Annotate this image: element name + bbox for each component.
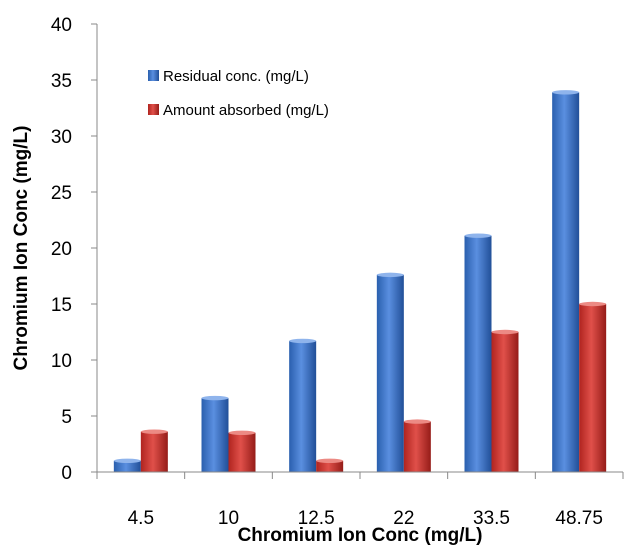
- legend-label-absorbed: Amount absorbed (mg/L): [163, 102, 329, 119]
- y-tick-label: 15: [51, 295, 72, 316]
- y-tick-label: 30: [51, 127, 72, 148]
- x-tick-label: 12.5: [298, 508, 335, 529]
- bar-absorbed-22: [403, 421, 431, 472]
- bar-residual-33_5: [464, 235, 492, 472]
- bars: [113, 90, 607, 472]
- bar-absorbed-4_5: [140, 431, 168, 472]
- bar-residual-22: [376, 274, 404, 472]
- legend-swatch-absorbed: [148, 104, 159, 115]
- bar-absorbed-12_5: [316, 460, 344, 472]
- bar-residual-10: [201, 398, 229, 472]
- bar-cap-residual-33_5: [464, 233, 492, 238]
- y-tick-label: 25: [51, 183, 72, 204]
- y-tick-label: 10: [51, 351, 72, 372]
- bar-residual-12_5: [289, 340, 317, 472]
- bar-cap-residual-10: [201, 395, 229, 401]
- bar-cap-absorbed-22: [403, 419, 431, 424]
- bar-absorbed-48_75: [579, 304, 607, 472]
- bar-absorbed-10: [228, 432, 256, 472]
- bar-absorbed-33_5: [491, 332, 519, 472]
- x-tick-label: 22: [393, 508, 414, 529]
- bar-cap-absorbed-10: [228, 430, 256, 435]
- y-tick-label: 35: [51, 71, 72, 92]
- x-tick-label: 4.5: [128, 508, 154, 529]
- legend-swatch-residual: [148, 70, 159, 81]
- x-tick-label: 48.75: [555, 508, 603, 529]
- legend: Residual conc. (mg/L) Amount absorbed (m…: [148, 68, 329, 119]
- x-axis-ticks: 4.5 10 12.5 22 33.5 48.75: [96, 472, 624, 529]
- x-tick-label: 33.5: [473, 508, 510, 529]
- y-tick-label: 40: [51, 15, 72, 36]
- x-tick-label: 10: [218, 508, 239, 529]
- bar-residual-48_75: [552, 92, 580, 472]
- y-tick-label: 0: [61, 463, 72, 484]
- bar-cap-residual-48_75: [552, 90, 580, 95]
- bar-cap-residual-4_5: [113, 458, 141, 463]
- y-tick-label: 20: [51, 239, 72, 260]
- y-axis-title: Chromium Ion Conc (mg/L): [11, 126, 32, 371]
- y-tick-label: 5: [61, 407, 72, 428]
- bar-cap-residual-12_5: [289, 338, 317, 344]
- legend-label-residual: Residual conc. (mg/L): [163, 68, 309, 85]
- bar-cap-absorbed-4_5: [140, 429, 168, 434]
- bar-cap-absorbed-33_5: [491, 329, 519, 335]
- bar-cap-residual-22: [376, 272, 404, 278]
- x-axis-title: Chromium Ion Conc (mg/L): [238, 525, 483, 546]
- bar-residual-4_5: [113, 460, 141, 472]
- bar-cap-absorbed-48_75: [579, 301, 607, 307]
- y-axis-ticks: 0 5 10 15 20 25 30 35 40: [51, 15, 97, 484]
- bar-cap-absorbed-12_5: [316, 458, 344, 463]
